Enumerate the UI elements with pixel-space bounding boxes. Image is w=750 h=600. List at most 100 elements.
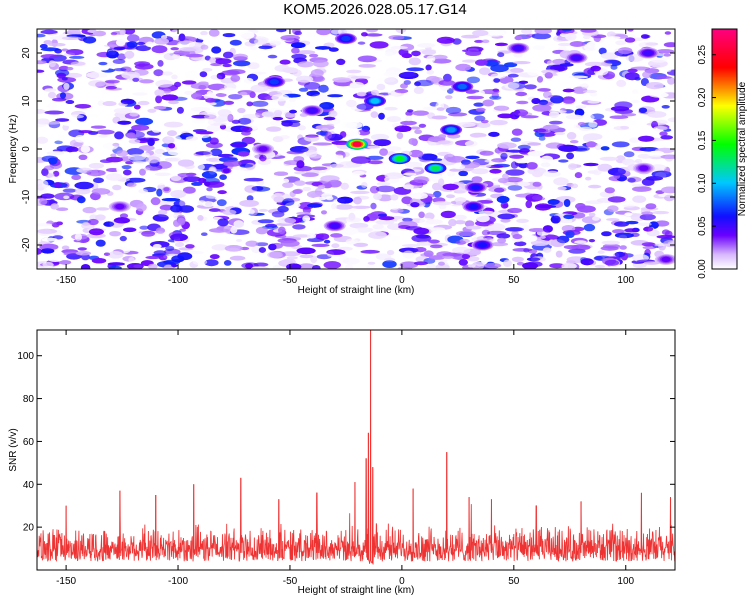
heatmap-cell: [277, 217, 297, 224]
heatmap-cell: [641, 211, 654, 216]
heatmap-cell: [432, 54, 448, 60]
heatmap-cell: [436, 36, 455, 44]
heatmap-cell: [504, 176, 523, 183]
heatmap-cell: [368, 231, 387, 239]
heatmap-cell: [428, 255, 445, 260]
heatmap-hotspots: [108, 33, 675, 265]
heatmap-cell: [538, 136, 546, 141]
heatmap-cell: [500, 218, 511, 223]
heatmap-cell: [147, 108, 157, 113]
colorbar-label: Normalized spectral amplitude: [737, 81, 748, 216]
y-tick-label: -20: [21, 237, 32, 252]
heatmap-cell: [239, 31, 255, 39]
heatmap-cell: [507, 185, 523, 191]
heatmap-cell: [132, 161, 146, 165]
heatmap-cell: [659, 131, 668, 136]
heatmap-cell: [83, 36, 97, 44]
heatmap-cell: [222, 63, 232, 68]
colorbar-tick-label: 0.25: [697, 45, 708, 65]
heatmap-cell: [291, 47, 300, 54]
heatmap-cell: [616, 120, 636, 126]
heatmap-cell: [161, 198, 181, 202]
heatmap-cell: [385, 146, 402, 152]
heatmap-cell: [56, 207, 69, 211]
heatmap-cell: [279, 135, 290, 140]
heatmap-cell: [116, 166, 123, 173]
colorbar-tick-label: 0.05: [697, 216, 708, 236]
heatmap-cell: [299, 254, 314, 259]
heatmap-cell: [614, 251, 626, 258]
heatmap-cell: [453, 164, 466, 170]
heatmap-cell: [277, 90, 293, 95]
heatmap-cell: [107, 251, 124, 259]
heatmap-cell: [332, 77, 352, 83]
heatmap-cell: [328, 110, 338, 118]
heatmap-cell: [384, 77, 399, 85]
heatmap-cell: [582, 134, 592, 142]
heatmap-cell: [527, 151, 545, 157]
heatmap-cell: [119, 213, 129, 219]
heatmap-cell: [388, 201, 401, 210]
heatmap-cell: [92, 67, 109, 71]
heatmap-cell: [493, 78, 501, 83]
heatmap-cell: [586, 42, 595, 50]
heatmap-cell: [134, 104, 141, 110]
heatmap-cell: [313, 59, 329, 68]
heatmap-cell: [407, 109, 414, 113]
heatmap-cell: [136, 203, 147, 212]
heatmap-cell: [652, 210, 669, 215]
heatmap-cell: [244, 208, 255, 215]
heatmap-cell: [520, 115, 539, 119]
heatmap-cell: [306, 190, 326, 199]
heatmap-cell: [321, 210, 327, 215]
heatmap-cell: [456, 122, 476, 128]
heatmap-cell: [282, 178, 290, 184]
heatmap-cell: [479, 67, 491, 75]
heatmap-cell: [533, 128, 547, 133]
snr-frame: [36, 329, 676, 571]
heatmap-cell: [198, 177, 207, 184]
heatmap-cell: [414, 129, 422, 134]
heatmap-cell: [185, 70, 200, 79]
heatmap-cell: [162, 71, 173, 76]
heatmap-cell: [612, 229, 625, 234]
heatmap-cell: [408, 57, 421, 66]
heatmap-cell: [373, 139, 392, 147]
heatmap-cell: [251, 100, 269, 107]
heatmap-cell: [522, 262, 539, 269]
heatmap-cell: [365, 33, 383, 37]
heatmap-cell: [609, 115, 629, 119]
heatmap-cell: [151, 125, 162, 133]
heatmap-cell: [54, 140, 63, 145]
heatmap-cell: [476, 214, 490, 223]
heatmap-cell: [280, 34, 301, 41]
heatmap-cell: [643, 226, 654, 232]
heatmap-cell: [284, 101, 296, 109]
heatmap-cell: [378, 216, 395, 221]
spectrogram-y-label: Frequency (Hz): [8, 115, 19, 184]
heatmap-cell: [356, 91, 367, 97]
snr-panel: -150 -100 -50 0 50 100 20 40 60 80 100 Height of …: [8, 329, 676, 596]
heatmap-cell: [208, 29, 220, 37]
heatmap-cell: [402, 250, 415, 259]
heatmap-cell: [103, 252, 111, 256]
heatmap-cell: [376, 83, 386, 91]
heatmap-cell: [353, 196, 362, 205]
heatmap-cell: [86, 169, 106, 177]
heatmap-cell: [540, 155, 553, 163]
heatmap-cell: [252, 71, 267, 75]
heatmap-cell: [325, 131, 333, 139]
heatmap-cell: [570, 183, 579, 189]
heatmap-cell: [563, 214, 575, 220]
heatmap-cell: [465, 90, 476, 94]
heatmap-hotspot: [639, 165, 649, 171]
heatmap-cell: [568, 75, 589, 79]
heatmap-cell: [105, 173, 123, 181]
heatmap-cell: [574, 240, 587, 244]
x-tick-label: -150: [56, 576, 76, 587]
heatmap-cell: [473, 102, 485, 107]
heatmap-hotspot: [258, 146, 268, 152]
heatmap-cell: [66, 67, 74, 71]
heatmap-cell: [511, 256, 524, 263]
heatmap-cell: [448, 218, 457, 227]
